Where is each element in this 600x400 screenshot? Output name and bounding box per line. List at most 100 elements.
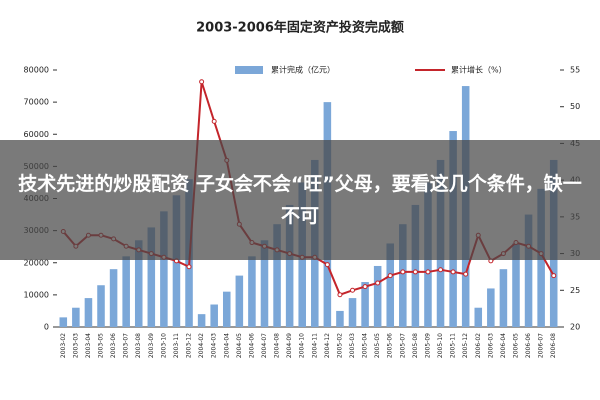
x-tick-label: 2004-03 bbox=[211, 333, 218, 358]
line-marker bbox=[211, 118, 217, 124]
bar bbox=[210, 304, 218, 327]
bar bbox=[72, 307, 80, 327]
y-tick-label: 20000 bbox=[24, 258, 49, 267]
bar bbox=[487, 288, 495, 327]
overlay-caption: 技术先进的炒股配资 子女会不会“旺”父母，要看这几个条件，缺一不可 bbox=[0, 140, 600, 260]
x-tick-label: 2003-07 bbox=[123, 333, 130, 358]
line-marker bbox=[387, 273, 393, 279]
x-tick-label: 2005-02 bbox=[336, 333, 343, 358]
x-tick-label: 2004-09 bbox=[286, 333, 293, 358]
line-marker bbox=[375, 280, 381, 286]
x-tick-label: 2005-08 bbox=[412, 333, 419, 358]
x-tick-label: 2003-11 bbox=[173, 333, 180, 358]
line-marker bbox=[324, 262, 330, 268]
line-marker bbox=[463, 271, 469, 277]
bar bbox=[348, 298, 357, 327]
x-tick-label: 2003-08 bbox=[135, 333, 142, 358]
x-tick-label: 2003-06 bbox=[110, 333, 117, 358]
x-tick-label: 2006-08 bbox=[550, 333, 557, 358]
bar bbox=[373, 265, 382, 327]
line-marker bbox=[551, 273, 557, 279]
line-marker bbox=[337, 292, 343, 298]
y2-tick-label: 25 bbox=[570, 286, 580, 295]
chart-title: 2003-2006年固定资产投资完成额 bbox=[196, 20, 404, 36]
x-tick-label: 2003-09 bbox=[148, 333, 155, 358]
bar bbox=[134, 240, 143, 327]
x-tick-label: 2005-06 bbox=[387, 333, 394, 358]
x-tick-label: 2006-04 bbox=[500, 333, 507, 358]
x-tick-label: 2006-02 bbox=[475, 333, 482, 358]
x-tick-label: 2005-09 bbox=[424, 333, 431, 358]
bar bbox=[147, 227, 156, 327]
legend-swatch bbox=[235, 66, 263, 74]
bar bbox=[122, 256, 130, 327]
x-tick-label: 2006-05 bbox=[512, 333, 519, 358]
y-tick-label: 80000 bbox=[24, 66, 49, 75]
bar bbox=[273, 224, 281, 327]
x-tick-label: 2004-04 bbox=[223, 333, 230, 358]
line-marker bbox=[425, 269, 431, 275]
x-tick-label: 2004-10 bbox=[299, 333, 306, 358]
y2-tick-label: 55 bbox=[570, 66, 580, 75]
legend-label: 累计完成（亿元） bbox=[271, 65, 335, 75]
x-tick-label: 2004-02 bbox=[198, 333, 205, 358]
x-tick-label: 2005-10 bbox=[437, 333, 444, 358]
bar bbox=[59, 317, 68, 327]
line-marker bbox=[362, 284, 368, 290]
line-marker bbox=[186, 264, 192, 270]
x-tick-label: 2004-11 bbox=[311, 333, 318, 358]
line-marker bbox=[412, 269, 418, 275]
x-tick-label: 2006-06 bbox=[525, 333, 532, 358]
y2-tick-label: 20 bbox=[570, 323, 580, 332]
bar bbox=[512, 243, 520, 327]
y-tick-label: 60000 bbox=[24, 130, 49, 139]
x-tick-label: 2003-12 bbox=[186, 333, 193, 358]
x-tick-label: 2004-07 bbox=[261, 333, 268, 358]
x-tick-label: 2006-07 bbox=[538, 333, 545, 358]
line-marker bbox=[438, 267, 444, 273]
x-tick-label: 2003-02 bbox=[60, 333, 67, 358]
bar bbox=[386, 243, 395, 327]
bar bbox=[222, 291, 231, 327]
x-tick-label: 2004-05 bbox=[236, 333, 243, 358]
x-tick-label: 2005-03 bbox=[349, 333, 356, 358]
y-tick-label: 10000 bbox=[24, 290, 49, 299]
bar bbox=[248, 256, 256, 327]
x-tick-label: 2005-12 bbox=[462, 333, 469, 358]
bar bbox=[109, 269, 118, 327]
bar bbox=[399, 224, 407, 327]
x-tick-label: 2003-04 bbox=[85, 333, 92, 358]
bar bbox=[285, 204, 294, 327]
bar bbox=[524, 214, 533, 327]
x-tick-label: 2003-10 bbox=[160, 333, 167, 358]
x-tick-label: 2003-03 bbox=[72, 333, 79, 358]
bar bbox=[411, 204, 420, 327]
x-tick-label: 2004-08 bbox=[274, 333, 281, 358]
x-tick-label: 2005-07 bbox=[399, 333, 406, 358]
bar bbox=[84, 298, 93, 327]
bar bbox=[260, 240, 269, 327]
line-marker bbox=[199, 79, 205, 85]
y-tick-label: 0 bbox=[44, 323, 49, 332]
legend-label: 累计增长（%） bbox=[451, 65, 507, 75]
x-tick-label: 2006-03 bbox=[487, 333, 494, 358]
x-tick-label: 2005-04 bbox=[362, 333, 369, 358]
x-tick-label: 2004-06 bbox=[248, 333, 255, 358]
bar bbox=[235, 275, 244, 327]
bar bbox=[499, 269, 508, 327]
x-tick-label: 2003-05 bbox=[98, 333, 105, 358]
y-tick-label: 70000 bbox=[24, 98, 49, 107]
x-tick-label: 2005-05 bbox=[374, 333, 381, 358]
y2-tick-label: 50 bbox=[570, 102, 580, 111]
x-tick-label: 2004-12 bbox=[324, 333, 331, 358]
bar bbox=[474, 307, 483, 327]
x-tick-label: 2005-11 bbox=[450, 333, 457, 358]
bar bbox=[97, 285, 105, 327]
bar bbox=[197, 314, 206, 327]
bar bbox=[336, 310, 344, 327]
line-marker bbox=[350, 287, 356, 293]
line-marker bbox=[400, 269, 406, 275]
bar bbox=[160, 211, 168, 327]
bar bbox=[361, 282, 369, 327]
